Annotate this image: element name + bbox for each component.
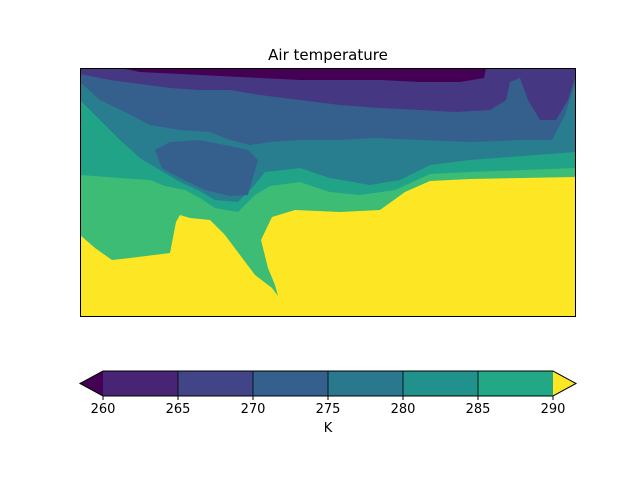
colorbar-segment-285-290: [478, 371, 553, 396]
colorbar-tick-label: 285: [466, 402, 491, 417]
colorbar-tick-label: 280: [391, 402, 416, 417]
colorbar-tick-label: 260: [91, 402, 116, 417]
colorbar-tick-label: 275: [316, 402, 341, 417]
plot-frame: [80, 68, 576, 317]
colorbar-segment-270-275: [253, 371, 328, 396]
colorbar-segment-265-270: [178, 371, 253, 396]
colorbar-tick-label: 270: [241, 402, 266, 417]
colorbar-tick-label: 290: [541, 402, 566, 417]
colorbar-extend-min: [80, 371, 103, 396]
contour-band-below-265: [122, 68, 486, 82]
contour-field: [80, 68, 576, 317]
colorbar-segment-280-285: [403, 371, 478, 396]
contour-band-above-290: [80, 177, 576, 317]
chart-title: Air temperature: [268, 46, 388, 64]
colorbar-segment-260-265: [103, 371, 178, 396]
contour-blob-270-275: [155, 140, 258, 196]
colorbar: 260 265 270 275 280 285 290: [78, 370, 578, 417]
colorbar-tick-label: 265: [166, 402, 191, 417]
colorbar-label: K: [324, 421, 333, 436]
colorbar-segment-275-280: [328, 371, 403, 396]
colorbar-extend-max: [553, 371, 576, 396]
